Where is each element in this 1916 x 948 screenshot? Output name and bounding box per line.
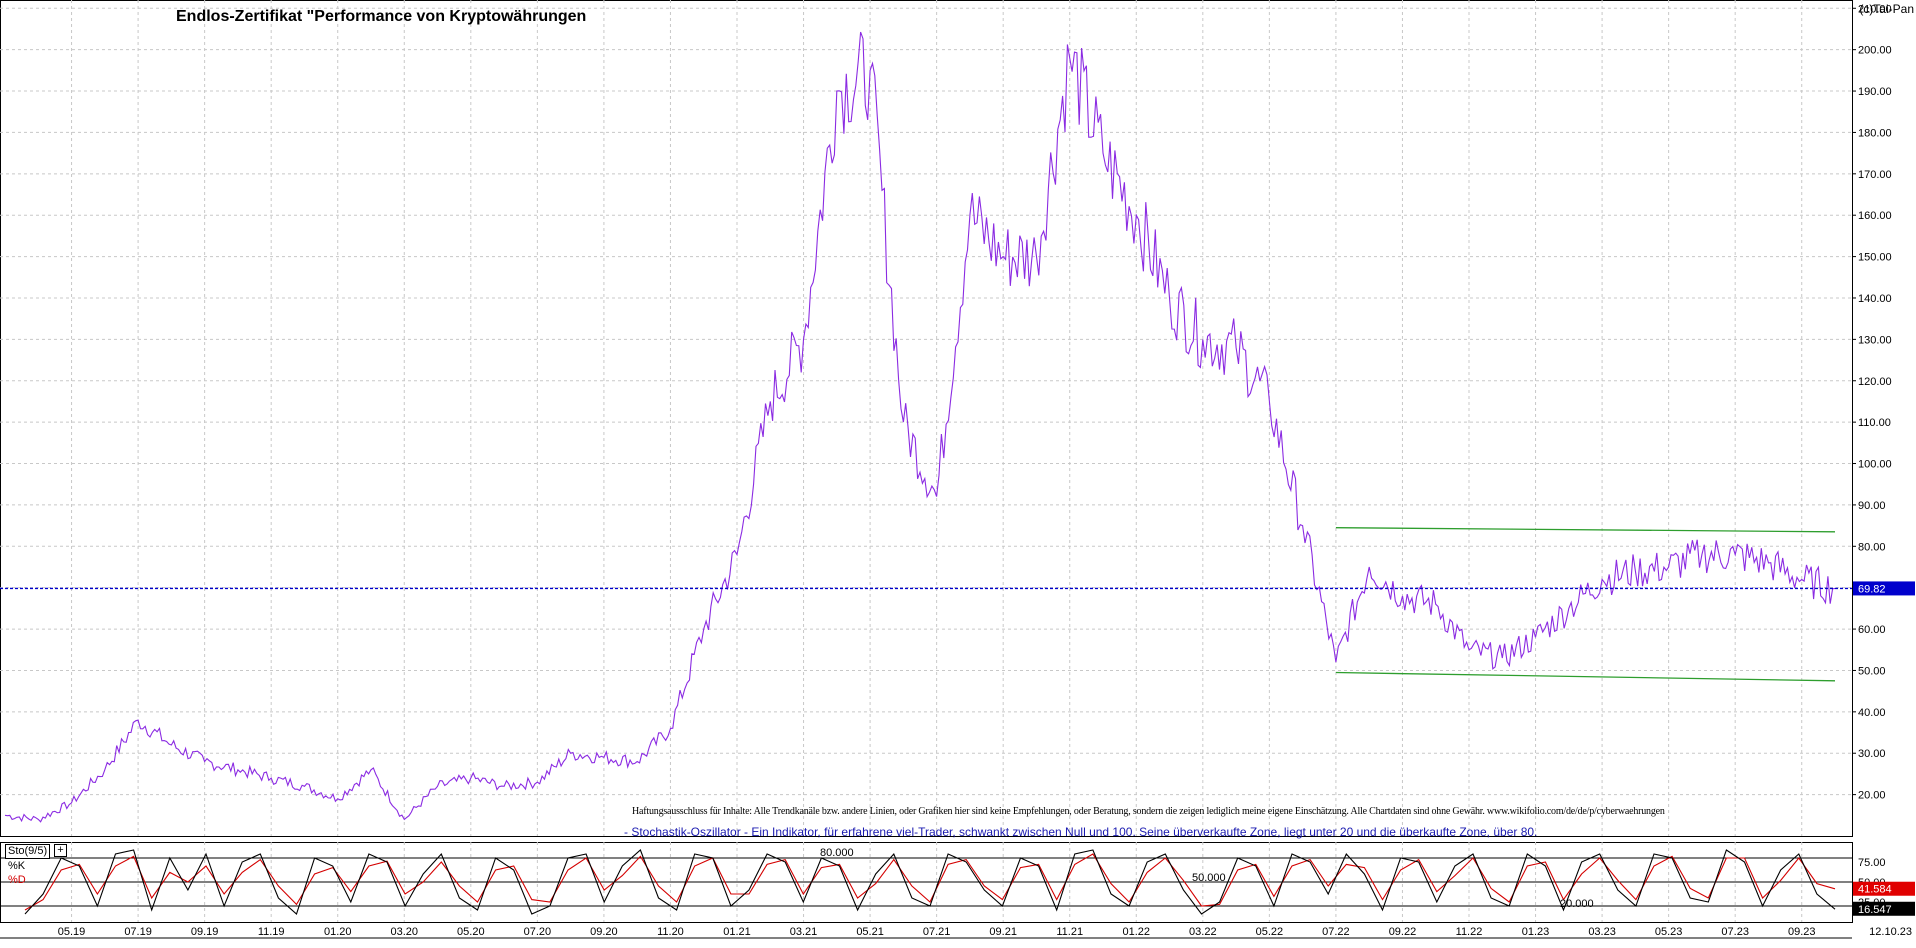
y-tick-label: 170.00 (1858, 169, 1892, 181)
x-tick-label: 05.20 (457, 926, 485, 938)
x-tick-label: 05.22 (1256, 926, 1284, 938)
disclaimer-text: Haftungsausschluss für Inhalte: Alle Tre… (632, 806, 1665, 817)
x-tick-label: 01.21 (723, 926, 751, 938)
x-tick-label: 09.21 (989, 926, 1017, 938)
x-last-date-label: 12.10.23 (1869, 926, 1912, 938)
y-tick-label: 30.00 (1858, 748, 1886, 760)
x-tick-label: 09.22 (1389, 926, 1417, 938)
y-tick-label: 40.00 (1858, 707, 1886, 719)
x-tick-label: 07.23 (1721, 926, 1749, 938)
x-tick-label: 07.21 (923, 926, 951, 938)
y-tick-label: 90.00 (1858, 500, 1886, 512)
x-tick-label: 11.21 (1056, 926, 1083, 938)
y-tick-label: 150.00 (1858, 252, 1892, 264)
y-tick-label: 160.00 (1858, 210, 1892, 222)
x-tick-label: 07.22 (1322, 926, 1350, 938)
x-tick-label: 11.20 (657, 926, 684, 938)
k-value-tag (1853, 901, 1915, 916)
k-legend-label: %K (8, 860, 26, 872)
indicator-y-tick-label: 75.00 (1858, 857, 1886, 869)
x-tick-label: 03.20 (391, 926, 419, 938)
x-tick-label: 11.19 (258, 926, 285, 938)
y-tick-label: 50.00 (1858, 665, 1886, 677)
level-80-label: 80.000 (820, 847, 854, 859)
x-tick-label: 01.20 (324, 926, 352, 938)
y-tick-label: 110.00 (1858, 417, 1891, 429)
x-tick-label: 05.21 (856, 926, 884, 938)
current-value-label: 69.82 (1858, 583, 1886, 595)
x-tick-label: 05.23 (1655, 926, 1683, 938)
stochastic-d-line (24, 853, 1836, 911)
x-tick-label: 09.19 (191, 926, 219, 938)
expand-plus-icon[interactable]: + (54, 844, 67, 857)
y-tick-label: 130.00 (1858, 334, 1892, 346)
y-tick-label: 20.00 (1858, 790, 1886, 802)
indicator-name-button[interactable]: Sto(9/5) (5, 844, 51, 859)
x-tick-label: 07.19 (124, 926, 152, 938)
level-50-label: 50.000 (1192, 872, 1226, 884)
trend-channel-line (1335, 671, 1836, 682)
current-value-tag (1853, 581, 1915, 596)
x-tick-label: 03.21 (790, 926, 818, 938)
x-tick-label: 09.20 (590, 926, 618, 938)
y-tick-label: 80.00 (1858, 541, 1886, 553)
d-legend-label: %D (8, 874, 26, 886)
x-tick-label: 09.23 (1788, 926, 1816, 938)
level-20-label: 20.000 (1560, 898, 1594, 910)
x-tick-label: 01.22 (1123, 926, 1151, 938)
brand-label: (c)Tai-Pan (1859, 2, 1914, 16)
x-tick-label: 01.23 (1522, 926, 1550, 938)
x-tick-label: 07.20 (524, 926, 552, 938)
d-value-tag (1853, 881, 1915, 896)
x-tick-label: 05.19 (58, 926, 86, 938)
y-tick-label: 140.00 (1858, 293, 1892, 305)
stochastic-description: - Stochastik-Oszillator - Ein Indikator,… (624, 825, 1538, 839)
x-tick-label: 11.22 (1456, 926, 1483, 938)
d-value-label: 41.584 (1858, 884, 1892, 896)
y-tick-label: 200.00 (1858, 45, 1892, 57)
main-frame (0, 0, 1853, 837)
x-tick-label: 03.22 (1189, 926, 1217, 938)
price-line (4, 31, 1836, 823)
chart-title: Endlos-Zertifikat "Performance von Krypt… (176, 8, 587, 25)
trend-channel-line (1335, 527, 1836, 533)
y-tick-label: 210.00 (1858, 3, 1892, 15)
y-tick-label: 100.00 (1858, 459, 1892, 471)
stochastic-k-line (24, 849, 1836, 915)
y-tick-label: 190.00 (1858, 86, 1892, 98)
y-tick-label: 120.00 (1858, 376, 1892, 388)
x-tick-label: 03.23 (1588, 926, 1616, 938)
k-value-label: 16.547 (1858, 904, 1892, 916)
y-tick-label: 60.00 (1858, 624, 1886, 636)
y-tick-label: 180.00 (1858, 127, 1892, 139)
